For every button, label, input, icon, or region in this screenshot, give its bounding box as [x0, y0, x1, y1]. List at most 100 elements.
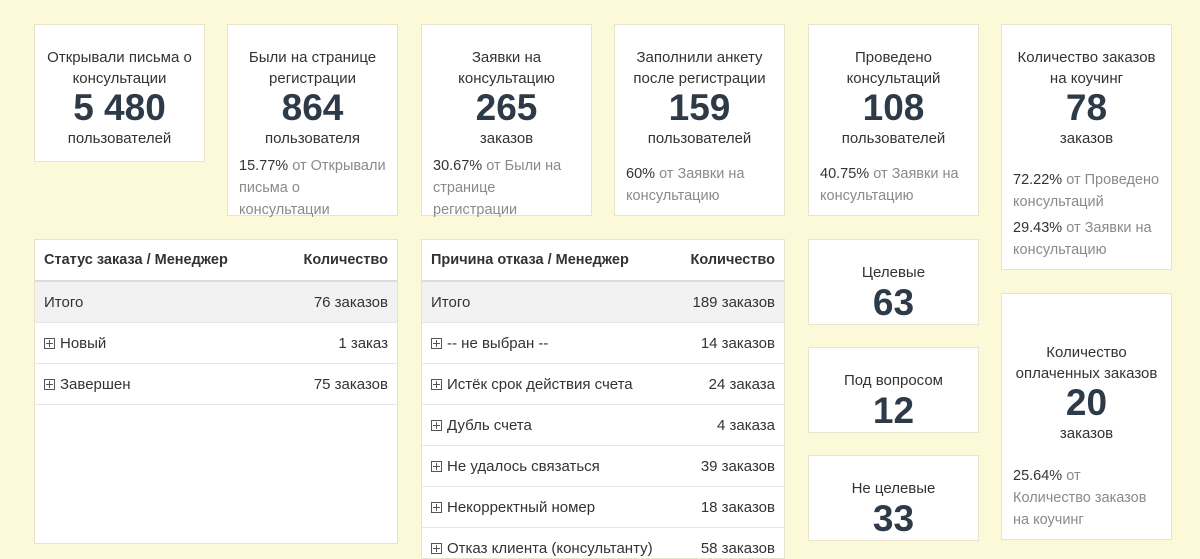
conversion-percent: 72.22%	[1013, 172, 1063, 188]
segment-value: 63	[872, 282, 915, 323]
table-header: Статус заказа / Менеджер Количество	[35, 240, 397, 282]
card-title: Были на странице регистрации	[248, 49, 377, 87]
table-row: Новый 1 заказ	[35, 323, 397, 364]
metric-card: Заявки на консультацию 265 заказов 30.67% о…	[421, 24, 592, 218]
segment-label: Под вопросом	[844, 372, 943, 389]
card-value: 864	[281, 87, 344, 128]
row-label-wrap: -- не выбран --	[431, 335, 548, 352]
card-title: Заявки на консультацию	[458, 49, 555, 87]
card-unit: заказов	[1059, 425, 1114, 442]
row-label: -- не выбран --	[447, 334, 549, 352]
conversions: 30.67% от Были на странице регистрации	[428, 151, 585, 221]
conversion: 60% от Заявки на консультацию	[626, 163, 773, 207]
table-row: Истёк срок действия счета 24 заказа	[422, 364, 784, 405]
expand-icon[interactable]	[431, 542, 442, 554]
card-unit: заказов	[1059, 130, 1114, 147]
table-header: Причина отказа / Менеджер Количество	[422, 240, 784, 282]
row-label: Не удалось связаться	[447, 457, 600, 475]
metric-card: Количество оплаченных заказов 20 заказов 25…	[1001, 293, 1172, 540]
segment-card: Под вопросом 12	[808, 347, 979, 433]
row-label: Итого	[44, 293, 84, 311]
table-row: Дубль счета 4 заказа	[422, 405, 784, 446]
card-value: 265	[475, 87, 538, 128]
card-value: 108	[862, 87, 925, 128]
card-unit: пользователя	[265, 130, 360, 147]
row-label: Некорректный номер	[447, 498, 596, 516]
total-row: Итого 189 заказов	[422, 282, 784, 323]
table-row: Отказ клиента (консультанту) 58 заказов	[422, 528, 784, 558]
conversion-ref: от Заявки на консультацию	[820, 166, 959, 204]
expand-icon[interactable]	[431, 501, 442, 513]
row-label: Новый	[60, 334, 107, 352]
metric-card: Открывали письма о консультации 5 480 поль…	[34, 24, 205, 162]
conversion-ref: от Проведено консультаций	[1013, 172, 1160, 210]
metric-card: Проведено консультаций 108 пользователей 40…	[808, 24, 979, 216]
row-label-wrap: Дубль счета	[431, 417, 532, 434]
row-label: Итого	[431, 293, 471, 311]
conversion-percent: 29.43%	[1013, 220, 1063, 236]
card-title: Количество оплаченных заказов	[1015, 344, 1158, 382]
conversion-ref: от Заявки на консультацию	[1013, 220, 1152, 258]
conversions: 72.22% от Проведено консультаций 29.43% о…	[1008, 165, 1165, 261]
row-count: 58 заказов	[700, 539, 775, 557]
row-count: 75 заказов	[313, 375, 388, 393]
row-count: 14 заказов	[700, 334, 775, 352]
row-count: 4 заказа	[716, 416, 775, 434]
card-unit: пользователей	[647, 130, 752, 147]
row-label-wrap: Не удалось связаться	[431, 458, 600, 475]
card-title: Количество заказов на коучинг	[1017, 49, 1156, 87]
card-value: 78	[1065, 87, 1108, 128]
header-cell: Количество	[303, 252, 388, 268]
card-unit: пользователей	[67, 130, 172, 147]
card-title: Открывали письма о консультации	[47, 49, 192, 87]
conversion-ref: от Заявки на консультацию	[626, 166, 745, 204]
expand-icon[interactable]	[431, 337, 442, 349]
row-label: Отказ клиента (консультанту)	[447, 539, 653, 557]
table-row: Не удалось связаться 39 заказов	[422, 446, 784, 487]
conversion-percent: 30.67%	[433, 158, 483, 174]
metric-card: Количество заказов на коучинг 78 заказов 72…	[1001, 24, 1172, 270]
header-cell: Статус заказа / Менеджер	[44, 252, 228, 268]
expand-icon[interactable]	[431, 460, 442, 472]
row-label: Дубль счета	[447, 416, 532, 434]
conversions: 15.77% от Открывали письма о консультаци…	[234, 151, 391, 221]
metric-card: Были на странице регистрации 864 пользоват…	[227, 24, 398, 218]
row-count: 189 заказов	[692, 293, 776, 311]
table-row: Завершен 75 заказов	[35, 364, 397, 405]
conversion-ref: от Были на странице регистрации	[433, 158, 562, 218]
card-unit: пользователей	[841, 130, 946, 147]
row-label: Завершен	[60, 375, 131, 393]
conversion: 40.75% от Заявки на консультацию	[820, 163, 967, 207]
expand-icon[interactable]	[431, 419, 442, 431]
segment-card: Целевые 63	[808, 239, 979, 325]
expand-icon[interactable]	[431, 378, 442, 390]
conversion-ref: от Количество заказов на коучинг	[1013, 468, 1147, 528]
row-label-wrap: Отказ клиента (консультанту)	[431, 540, 653, 557]
conversion: 25.64% от Количество заказов на коучинг	[1013, 465, 1160, 531]
total-row: Итого 76 заказов	[35, 282, 397, 323]
row-label-wrap: Истёк срок действия счета	[431, 376, 633, 393]
table-row: Некорректный номер 18 заказов	[422, 487, 784, 528]
segment-card: Не целевые 33	[808, 455, 979, 541]
table-row: -- не выбран -- 14 заказов	[422, 323, 784, 364]
row-count: 76 заказов	[313, 293, 388, 311]
metric-card: Заполнили анкету после регистрации 159 пол…	[614, 24, 785, 216]
row-label: Истёк срок действия счета	[447, 375, 633, 393]
conversion: 29.43% от Заявки на консультацию	[1013, 217, 1160, 261]
row-label-wrap: Новый	[44, 335, 106, 352]
conversion-percent: 15.77%	[239, 158, 289, 174]
row-count: 18 заказов	[700, 498, 775, 516]
pivot-table: Статус заказа / Менеджер Количество Итого 7…	[34, 239, 398, 544]
conversion-percent: 40.75%	[820, 166, 870, 182]
expand-icon[interactable]	[44, 337, 55, 349]
header-cell: Причина отказа / Менеджер	[431, 252, 629, 268]
expand-icon[interactable]	[44, 378, 55, 390]
segment-label: Не целевые	[851, 480, 936, 497]
card-unit: заказов	[479, 130, 534, 147]
card-title: Заполнили анкету после регистрации	[633, 49, 766, 87]
row-count: 1 заказ	[338, 334, 388, 352]
conversions: 40.75% от Заявки на консультацию	[815, 159, 972, 207]
conversion-percent: 25.64%	[1013, 468, 1063, 484]
card-title: Проведено консультаций	[846, 49, 941, 87]
